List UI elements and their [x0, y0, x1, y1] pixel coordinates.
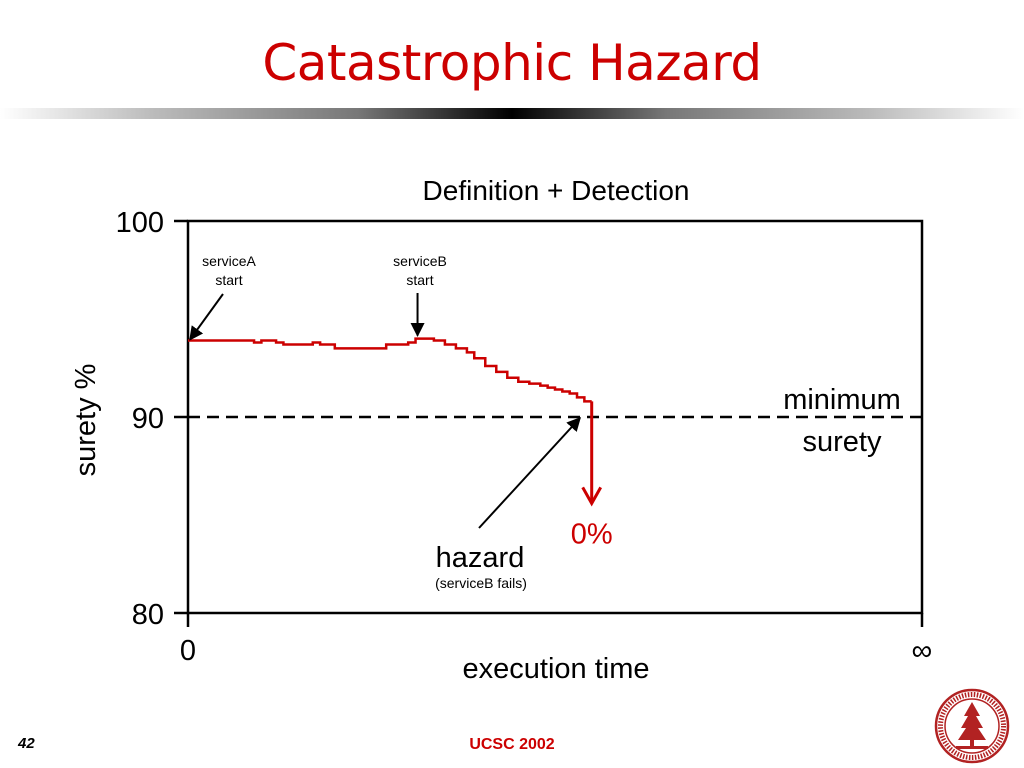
hazard-arrow	[478, 416, 581, 529]
hazard-label: hazard	[436, 542, 525, 574]
service-b-sublabel: start	[406, 272, 433, 288]
x-tick-label: 0	[180, 635, 196, 667]
threshold-label: minimum	[783, 384, 901, 416]
service-a-arrow	[189, 293, 224, 341]
y-tick-label: 80	[132, 599, 164, 631]
footer-text: UCSC 2002	[469, 736, 555, 753]
service-b-label: serviceB	[393, 253, 447, 269]
service-a-sublabel: start	[215, 272, 242, 288]
threshold-sublabel: surety	[803, 426, 882, 458]
title-divider	[0, 108, 1024, 119]
surety-series-line	[188, 337, 592, 403]
y-tick-label: 90	[132, 403, 164, 435]
hazard-sublabel: (serviceB fails)	[435, 575, 527, 591]
service-a-label: serviceA	[202, 253, 256, 269]
y-tick-label: 100	[116, 207, 164, 239]
slide-title: Catastrophic Hazard	[262, 34, 762, 92]
x-tick-label: ∞	[912, 635, 933, 667]
failure-label: 0%	[571, 518, 613, 550]
chart-title: Definition + Detection	[423, 175, 690, 206]
failure-arrowhead	[581, 486, 603, 507]
university-seal-logo	[934, 688, 1010, 764]
page-number: 42	[18, 735, 35, 752]
x-axis-label: execution time	[463, 653, 650, 685]
y-axis-label: surety %	[70, 364, 102, 477]
